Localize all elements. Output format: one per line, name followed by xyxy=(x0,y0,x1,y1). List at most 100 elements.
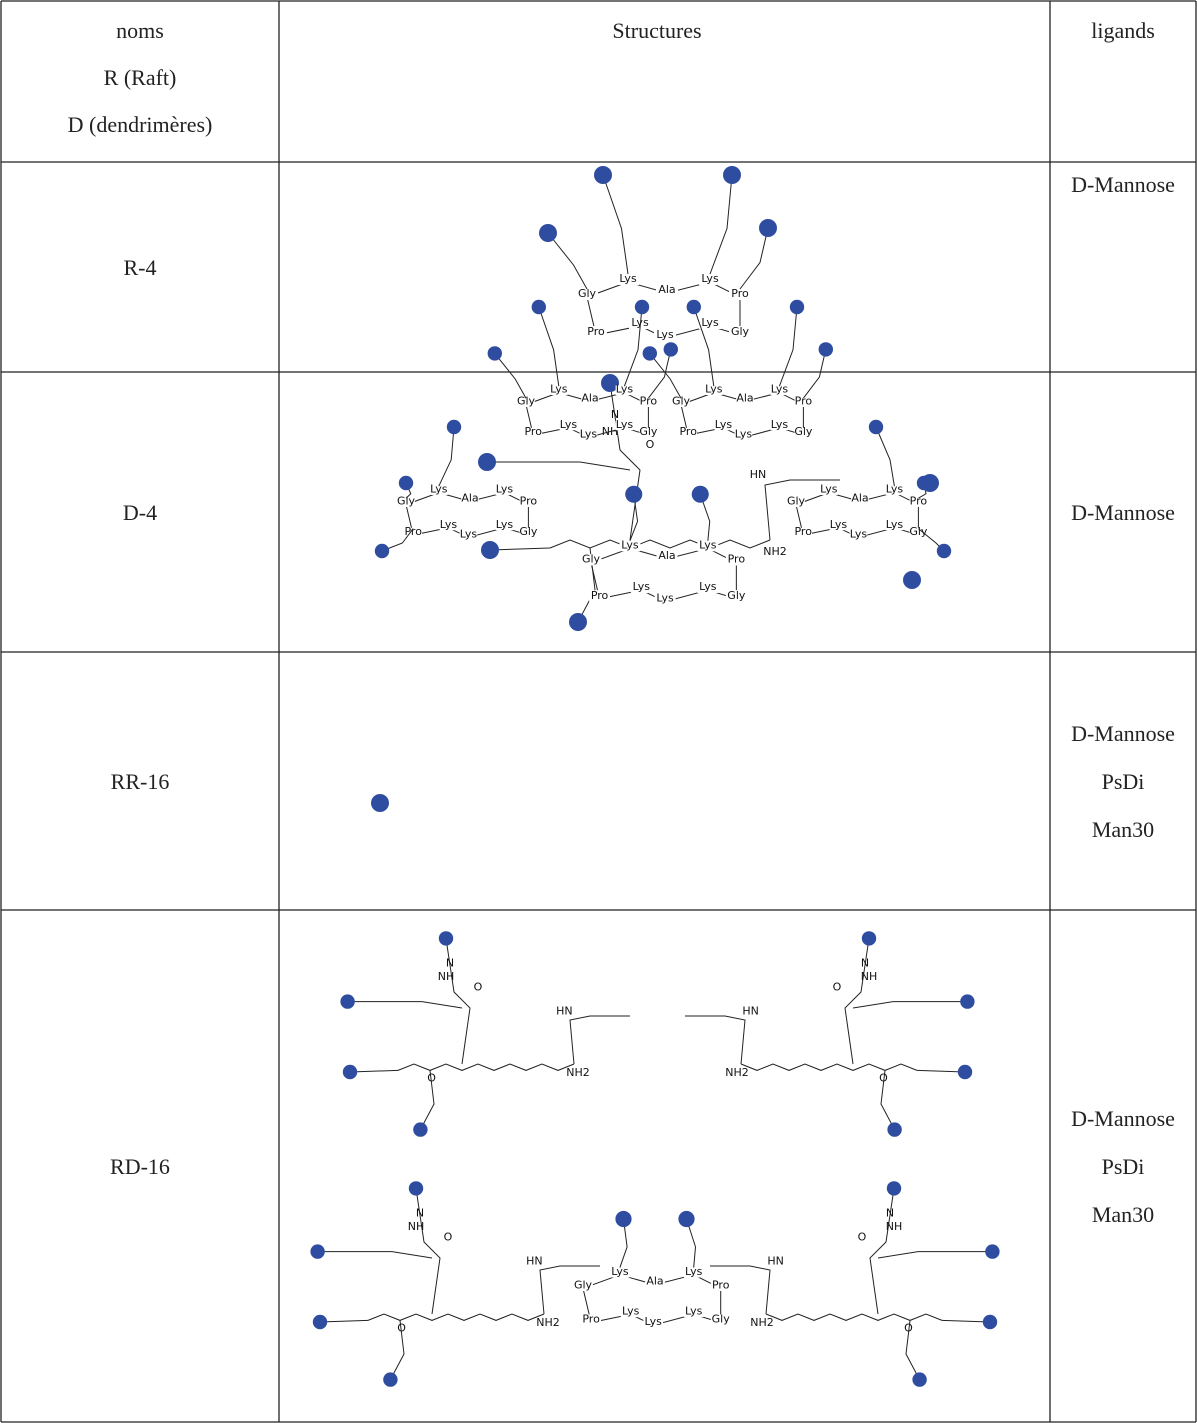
label-bg xyxy=(909,497,928,507)
bond xyxy=(740,1063,918,1071)
bond xyxy=(685,1015,746,1065)
atom-label: HN xyxy=(767,1254,784,1267)
label-bg xyxy=(829,520,848,531)
atom-label: Gly xyxy=(794,425,813,438)
atom-label: Pro xyxy=(910,495,928,508)
atom-label: Pro xyxy=(712,1278,730,1291)
label-bg xyxy=(495,485,514,495)
atom-label: O xyxy=(858,1230,867,1243)
bond xyxy=(803,349,827,399)
atom-label: NH xyxy=(861,970,878,983)
ligand-dot xyxy=(886,1181,902,1196)
atom-label: HN xyxy=(526,1254,543,1267)
atom-label: O xyxy=(444,1230,453,1243)
atom-label: Lys xyxy=(699,538,717,551)
label-bg xyxy=(714,420,733,431)
bond xyxy=(765,1313,943,1321)
ligand-dot xyxy=(861,931,877,946)
atom-label: Gly xyxy=(574,1278,593,1291)
atom-label: Pro xyxy=(582,1313,600,1326)
label-bg xyxy=(672,397,690,407)
bond xyxy=(764,479,840,541)
label-bg xyxy=(643,1317,664,1328)
label-bg xyxy=(404,527,422,538)
label-bg xyxy=(580,554,602,566)
ligand-dot xyxy=(438,931,454,946)
atom-label: NH2 xyxy=(750,1316,774,1329)
bond xyxy=(623,306,643,387)
label-bg xyxy=(656,284,678,296)
label-bg xyxy=(459,530,478,540)
atom-label: Lys xyxy=(633,580,651,593)
ligand-dot xyxy=(601,374,619,392)
bond xyxy=(445,938,471,1065)
ligand-dot xyxy=(887,1122,902,1137)
ligand-dot xyxy=(625,485,643,503)
ligand-dot xyxy=(478,453,496,471)
bond xyxy=(686,1218,697,1268)
atom-label: Ala xyxy=(658,283,675,296)
bond xyxy=(852,1001,968,1009)
ligand-dot xyxy=(539,224,557,242)
atom-label: Pro xyxy=(520,495,538,508)
atom-label: NH xyxy=(438,970,455,983)
ligand-dot xyxy=(678,1210,695,1228)
bond xyxy=(438,426,455,487)
bond xyxy=(916,1069,966,1073)
label-bg xyxy=(461,494,479,504)
label-bg xyxy=(849,530,868,540)
bond xyxy=(648,349,672,399)
label-bg xyxy=(729,326,751,338)
atom-label: Lys xyxy=(560,418,578,431)
bond xyxy=(699,494,711,541)
atom-label: Ala xyxy=(646,1275,663,1288)
label-bg xyxy=(770,420,789,431)
header-ligands: ligands xyxy=(1091,18,1155,43)
atom-label: HN xyxy=(742,1004,759,1017)
label-bg xyxy=(683,1306,704,1318)
atom-label: Lys xyxy=(616,418,634,431)
bond xyxy=(538,306,560,387)
atom-label: Lys xyxy=(701,272,719,285)
bond xyxy=(693,306,715,387)
label-bg xyxy=(787,497,805,507)
atom-label: Lys xyxy=(771,418,789,431)
bond xyxy=(319,1319,369,1323)
atom-label: N xyxy=(886,1206,894,1219)
atom-label: NH2 xyxy=(566,1066,590,1079)
label-bg xyxy=(725,554,747,566)
bond xyxy=(629,494,639,541)
atom-label: NH2 xyxy=(725,1066,749,1079)
atom-label: N xyxy=(861,956,869,969)
atom-label: Lys xyxy=(440,518,458,531)
label-bg xyxy=(909,527,928,538)
label-bg xyxy=(439,520,458,531)
bond xyxy=(397,1063,575,1071)
atom-label: Lys xyxy=(616,383,634,396)
label-bg xyxy=(885,485,904,495)
label-bg xyxy=(559,420,578,431)
atom-label: N xyxy=(416,1206,424,1219)
atom-label: NH xyxy=(886,1220,903,1233)
bond xyxy=(619,1218,628,1268)
atom-label: N xyxy=(611,408,619,421)
atom-label: NH2 xyxy=(763,545,787,558)
bond xyxy=(880,1070,896,1130)
atom-label: Pro xyxy=(587,325,605,338)
label-bg xyxy=(629,317,651,329)
atom-label: O xyxy=(879,1072,888,1085)
atom-label: N xyxy=(446,956,454,969)
ligand-dot xyxy=(686,299,701,315)
atom-label: Gly xyxy=(712,1313,731,1326)
atom-label: Pro xyxy=(679,425,697,438)
atom-label: Lys xyxy=(699,580,717,593)
ligand-dot xyxy=(663,342,678,357)
label-bg xyxy=(697,581,719,594)
atom-label: Lys xyxy=(685,1265,703,1278)
ligand: PsDi xyxy=(1102,1154,1145,1179)
bond xyxy=(494,353,527,399)
atom-label: Gly xyxy=(639,425,658,438)
bond xyxy=(415,1188,441,1315)
atom-label: Lys xyxy=(705,383,723,396)
atom-label: Lys xyxy=(622,1304,640,1317)
